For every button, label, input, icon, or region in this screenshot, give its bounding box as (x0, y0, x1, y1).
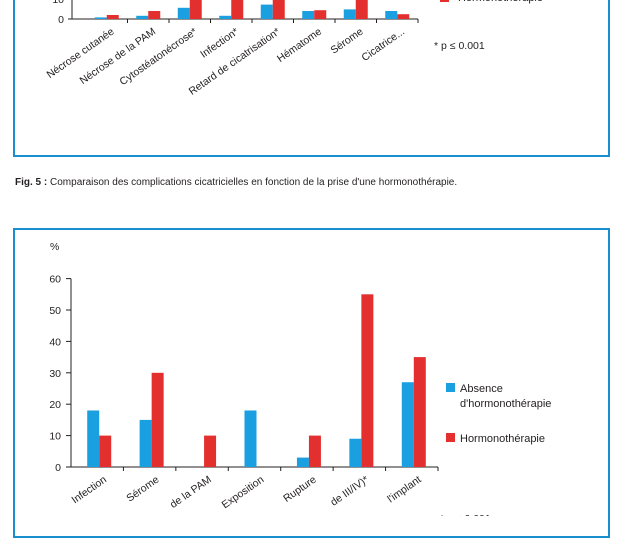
top-bar-hormono (148, 11, 161, 19)
bottom-bar-hormono (413, 357, 426, 467)
bottom-legend-label-hormono: Hormonothérapie (460, 433, 545, 445)
bottom-legend-swatch-hormono (446, 433, 455, 442)
bottom-y-tick-label: 0 (55, 462, 61, 474)
bottom-category-label: Infection (70, 474, 110, 507)
bottom-y-tick-label: 40 (49, 336, 61, 348)
bottom-y-tick-label: 30 (49, 368, 61, 380)
top-category-label: Cicatrice... (359, 26, 407, 64)
top-bar-hormono (272, 0, 285, 19)
bottom-category-label: l'implant (385, 474, 423, 506)
bottom-bar-absence (401, 382, 414, 467)
top-bar-absence (385, 11, 398, 19)
bottom-bar-hormono (151, 372, 164, 467)
bottom-category-label: de III/IV)* (328, 474, 371, 509)
top-category-label: Nécrose cutanée (45, 26, 117, 81)
bottom-bar-absence (349, 438, 362, 467)
bottom-bar-absence (244, 410, 257, 467)
bottom-significance-note: * p ≤ 0.001 (440, 513, 491, 516)
bottom-bar-hormono (308, 435, 321, 467)
bottom-bar-hormono (99, 435, 112, 467)
bottom-category-label: Sérome (124, 474, 161, 505)
top-legend-label-hormono: Hormonothérapie (458, 0, 543, 4)
top-y-tick-label: 10 (52, 0, 64, 6)
bottom-bar-absence (296, 457, 309, 467)
bottom-y-tick-label: 10 (49, 431, 61, 443)
top-category-label: Hématome (275, 26, 324, 65)
top-legend-swatch-hormono (440, 0, 449, 2)
top-bar-absence (219, 15, 232, 19)
bottom-y-tick-label: 60 (49, 274, 61, 286)
top-bar-hormono (397, 14, 410, 19)
top-bar-absence (177, 7, 190, 20)
top-bar-absence (302, 11, 315, 19)
bottom-legend-swatch-absence (446, 383, 455, 392)
top-significance-note: * p ≤ 0.001 (434, 40, 485, 52)
bottom-bar-absence (139, 419, 152, 467)
bottom-category-label: Exposition (220, 474, 267, 512)
figure-caption-text: Comparaison des complications cicatricie… (47, 177, 458, 188)
bottom-legend-label-absence-2: d'hormonothérapie (460, 398, 551, 410)
top-bar-hormono (106, 15, 119, 19)
bottom-category-label: de la PAM (168, 474, 214, 511)
bottom-legend-label-absence-1: Absence (460, 383, 503, 395)
top-category-label: Sérome (328, 26, 365, 57)
top-category-label: Cytostéatonécrose* (118, 26, 200, 88)
top-bar-absence (94, 17, 107, 19)
bottom-bar-absence (87, 410, 100, 467)
top-chart-frame (13, 0, 610, 157)
top-bar-hormono (355, 0, 368, 19)
bottom-bar-hormono (204, 435, 217, 467)
bottom-y-tick-label: 20 (49, 399, 61, 411)
top-bar-absence (136, 15, 149, 19)
figure-caption: Fig. 5 : Comparaison des complications c… (15, 177, 457, 188)
top-bar-hormono (231, 0, 244, 20)
top-bar-absence (260, 4, 273, 19)
figure-caption-prefix: Fig. 5 : (15, 177, 48, 188)
bottom-y-tick-label: 50 (49, 305, 61, 317)
top-bar-hormono (189, 0, 202, 19)
top-bar-hormono (314, 10, 327, 19)
top-y-tick-label: 0 (58, 14, 64, 26)
bottom-bar-hormono (361, 294, 374, 467)
bottom-y-unit-label: % (50, 241, 59, 253)
top-bar-absence (343, 9, 356, 19)
bottom-category-label: Rupture (281, 474, 319, 505)
